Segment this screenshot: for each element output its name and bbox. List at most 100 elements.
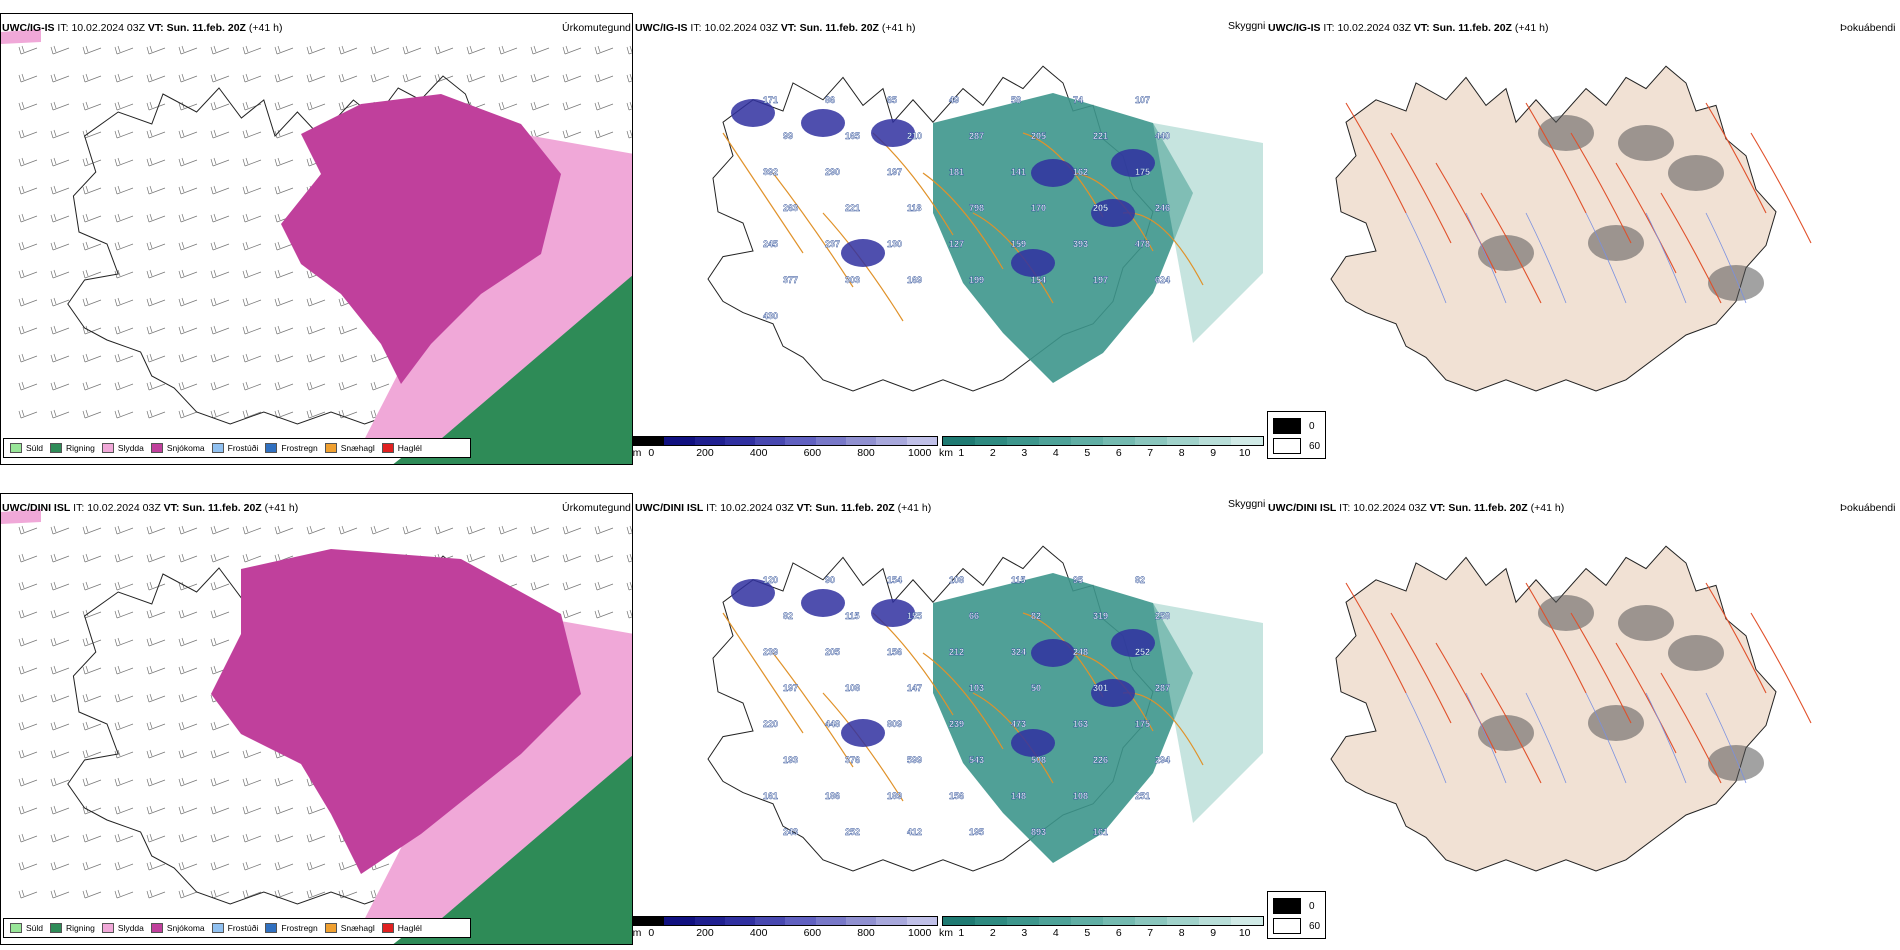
wind-barb [274, 45, 294, 55]
cloud-base-label: 169 [907, 275, 922, 285]
colorbar-tick: 10 [1238, 447, 1251, 459]
cloud-base-label: 82 [1135, 575, 1145, 585]
wind-barb [530, 553, 550, 563]
wind-barb [18, 157, 38, 167]
wind-barb [18, 409, 38, 419]
wind-barb [50, 353, 70, 363]
cloud-base-label: 161 [1093, 827, 1108, 837]
wind-barb [242, 101, 262, 111]
legend-swatch [324, 443, 337, 453]
snow-area [281, 94, 561, 384]
wind-barb [338, 325, 358, 335]
wind-barb [146, 525, 166, 535]
cloud-base-label: 205 [825, 647, 840, 657]
wind-barb [50, 609, 70, 619]
wind-barb [370, 525, 390, 535]
colorbar-ticks: m 0 200 400 600 800 1000 [633, 446, 938, 460]
wind-barb [114, 721, 134, 731]
river [1405, 692, 1447, 784]
wind-barb [242, 185, 262, 195]
fog-title-1: Þokuábendi [1840, 22, 1896, 34]
wind-barb [50, 749, 70, 759]
wind-barb [146, 129, 166, 139]
wind-barb [306, 45, 326, 55]
road [1480, 672, 1542, 784]
wind-barb [82, 721, 102, 731]
wind-barb [562, 553, 582, 563]
wind-barb [178, 609, 198, 619]
wind-barb [50, 525, 70, 535]
wind-barb [370, 353, 390, 363]
wind-barb [114, 241, 134, 251]
wind-barb [242, 353, 262, 363]
cloud-base-label: 82 [783, 611, 793, 621]
cloud-base-label: 251 [1135, 791, 1150, 801]
road [922, 652, 1004, 750]
wind-barb [274, 353, 294, 363]
wind-barb [82, 665, 102, 675]
fog-index-area [1588, 225, 1644, 261]
wind-barb [626, 45, 632, 55]
wind-barb [50, 637, 70, 647]
wind-barb [82, 325, 102, 335]
cloud-base-label: 245 [763, 239, 778, 249]
road [1435, 162, 1497, 274]
cloud-panel-2: 120 90 154 108 115 95 82 82 115 155 66 82 319 258 239 2… [633, 493, 1266, 945]
legend-label: Haglél [397, 443, 422, 453]
cloud-base-label: 430 [763, 311, 778, 321]
colorbar-tick: 2 [989, 927, 996, 939]
wind-barb [242, 833, 262, 843]
legend-label: Frostregn [281, 923, 318, 933]
wind-barb [146, 213, 166, 223]
wind-barb [146, 297, 166, 307]
wind-barb [50, 833, 70, 843]
colorbar-swatch [815, 917, 847, 925]
wind-barb [18, 777, 38, 787]
wind-barb [82, 777, 102, 787]
legend-label: Súld [26, 443, 44, 453]
wind-barb [306, 889, 326, 899]
wind-barb [18, 609, 38, 619]
wind-barb [562, 73, 582, 83]
wind-barb [178, 665, 198, 675]
cloud-base-label: 115 [1011, 575, 1026, 585]
legend-swatch [381, 443, 394, 453]
wind-barb [210, 833, 230, 843]
wind-barb [210, 609, 230, 619]
fog-legend-item: 60 [1273, 918, 1320, 934]
wind-barb [626, 553, 632, 563]
wind-barb [306, 833, 326, 843]
wind-barb [274, 185, 294, 195]
cloud-base-label: 130 [887, 239, 902, 249]
colorbar-tick: 1 [958, 447, 965, 459]
wind-barb [18, 889, 38, 899]
wind-barb [178, 833, 198, 843]
wind-barb [114, 45, 134, 55]
wind-barb [178, 353, 198, 363]
cloud-base-label: 175 [1135, 167, 1150, 177]
colorbar-tick: 2 [989, 447, 996, 459]
wind-barb [434, 525, 454, 535]
wind-barb [114, 213, 134, 223]
cloud-base-label: 258 [1155, 611, 1170, 621]
low-cloud-area [731, 579, 775, 607]
cloud-base-label: 243 [783, 827, 798, 837]
precip-legend-2: Súld Rigning Slydda Snjókoma Frostúði Frostre… [3, 918, 471, 938]
cloud-base-label: 221 [845, 203, 860, 213]
wind-barb [82, 889, 102, 899]
cloud-base-colorbar-1: m 0 200 400 600 800 1000 [633, 436, 938, 460]
wind-barb [178, 581, 198, 591]
wind-barb [18, 353, 38, 363]
wind-barb [82, 525, 102, 535]
fog-legend-swatch [1273, 438, 1301, 454]
wind-barb [594, 129, 614, 139]
coastline [1330, 65, 1777, 392]
wind-barb [178, 637, 198, 647]
legend-label: Frostregn [281, 443, 318, 453]
wind-barb [50, 241, 70, 251]
wind-barb [178, 157, 198, 167]
wind-barb [18, 665, 38, 675]
cloud-base-label: 543 [969, 755, 984, 765]
fog-panel-2 [1266, 493, 1900, 945]
colorbar-swatch [1071, 437, 1103, 445]
